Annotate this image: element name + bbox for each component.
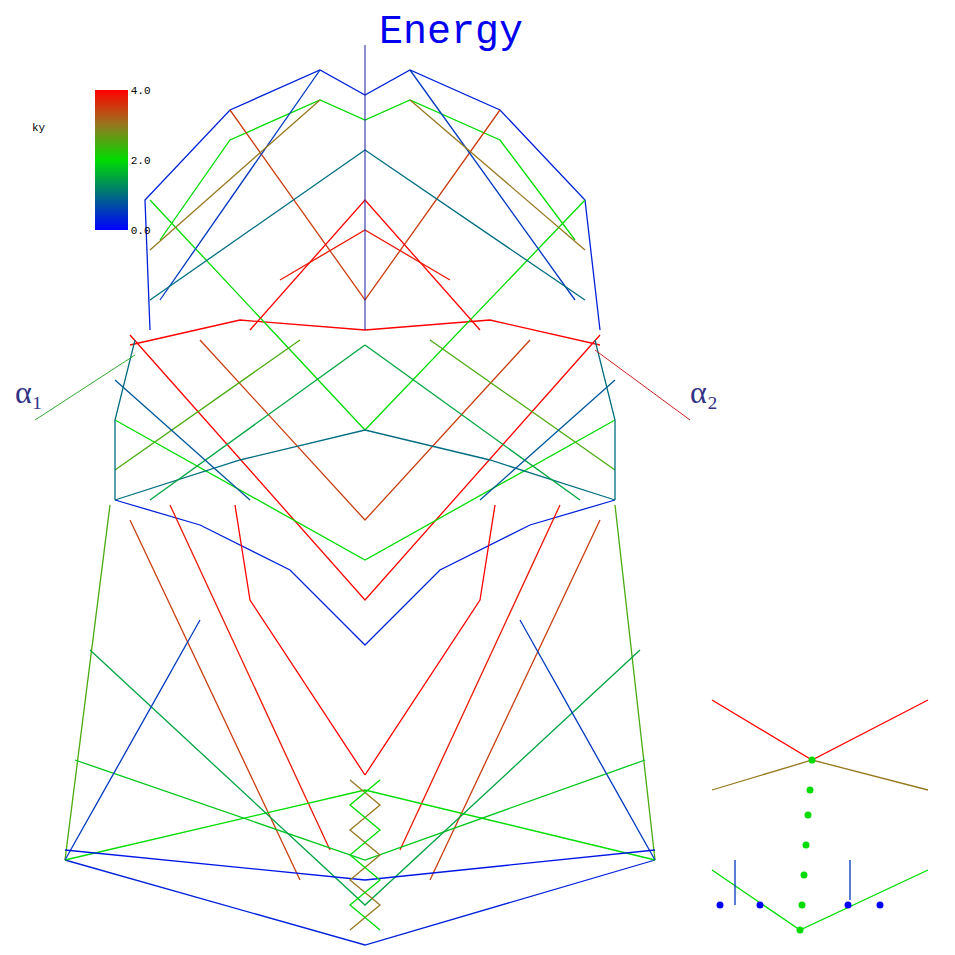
svg-text:α₂: α₂ [690,374,718,410]
svg-text:4.0: 4.0 [131,85,151,97]
svg-text:0.0: 0.0 [131,225,151,237]
svg-text:ky: ky [32,122,46,134]
svg-text:Energy: Energy [379,10,523,55]
svg-text:2.0: 2.0 [131,155,151,167]
svg-text:α₁: α₁ [15,374,43,410]
